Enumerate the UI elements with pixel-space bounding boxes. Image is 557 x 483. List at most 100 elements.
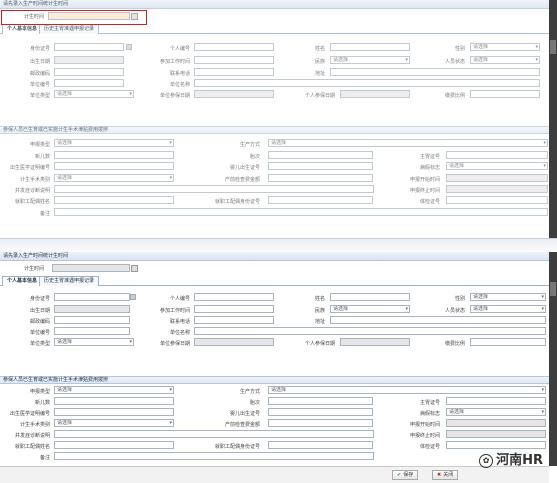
gender-select-2[interactable]: 请选择: [470, 293, 546, 301]
apply-type-select-2[interactable]: 请选择: [54, 386, 174, 394]
newborn-label: 新儿数: [34, 154, 50, 160]
birth-cert-label: 主胃证号: [419, 154, 440, 160]
id-input-2[interactable]: [54, 293, 130, 301]
facility-id-input[interactable]: [268, 196, 373, 204]
apply-start-input-2[interactable]: [446, 419, 546, 427]
facility-id-input-2[interactable]: [268, 441, 373, 449]
personal-pay-date-input-2[interactable]: [340, 338, 410, 346]
gender-select[interactable]: 请选择: [470, 43, 540, 51]
preg-form-input-2[interactable]: [268, 419, 373, 427]
complication-input-2[interactable]: [54, 430, 374, 438]
apply-end-input-2[interactable]: [446, 430, 546, 438]
preg-form-label-2: 产前检查费金额: [224, 422, 260, 428]
apply-start-label-2: 申报开始时间: [409, 422, 440, 428]
hospital-label-2: 出生医学证明编号: [9, 411, 50, 417]
unit-pay-date-input-2[interactable]: [194, 338, 274, 346]
unit-pay-date-input[interactable]: [194, 90, 274, 98]
delivery-select-2[interactable]: 请选择: [268, 386, 546, 394]
tab-basic-info[interactable]: 个人基本信息: [2, 24, 43, 34]
unit-no-input-2[interactable]: [54, 327, 130, 335]
phone-input-2[interactable]: [194, 316, 274, 324]
hospital-input-2[interactable]: [54, 408, 174, 416]
calendar-icon[interactable]: [131, 265, 138, 272]
close-button[interactable]: ✖ 关闭: [432, 470, 459, 480]
nation-select[interactable]: 请选择: [330, 56, 410, 64]
save-button[interactable]: ✔ 保存: [392, 470, 419, 480]
phone-input[interactable]: [194, 68, 274, 76]
plan-time-input[interactable]: [48, 12, 130, 20]
flag-select[interactable]: 请选择: [446, 162, 548, 170]
unit-type-select-2[interactable]: 请选择: [54, 338, 134, 346]
fetus-input[interactable]: [268, 151, 373, 159]
nation-select-2[interactable]: 请选择: [330, 305, 410, 313]
birth-input-2[interactable]: [54, 305, 130, 313]
surgery-type-select-2[interactable]: 请选择: [54, 419, 174, 427]
hospital-input[interactable]: [54, 162, 174, 170]
newborn-input-2[interactable]: [54, 397, 174, 405]
work-date-input[interactable]: [194, 56, 274, 64]
birth-label-2: 出生日期: [29, 308, 50, 314]
postcode-input[interactable]: [54, 68, 124, 76]
unit-no-label-2: 单位编号: [29, 330, 50, 336]
pay-ratio-input-2[interactable]: [470, 338, 546, 346]
apply-start-input[interactable]: [446, 174, 548, 182]
surgery-type-select[interactable]: 请选择: [54, 174, 174, 182]
unit-no-input[interactable]: [54, 79, 124, 87]
address-input[interactable]: [330, 68, 540, 76]
birth-cert-input-2[interactable]: [446, 397, 546, 405]
id-input[interactable]: [54, 43, 124, 51]
scrollbar-thumb[interactable]: [550, 282, 556, 296]
calendar-icon[interactable]: [131, 13, 138, 20]
delivery-select[interactable]: 请选择: [268, 139, 548, 147]
preg-form-label: 产前检查费金额: [224, 177, 260, 183]
baby-cert-input-2[interactable]: [268, 408, 373, 416]
name-input[interactable]: [330, 43, 410, 51]
plan-time-label-bottom: 计生时间: [23, 266, 44, 272]
tab-basic-info-bottom[interactable]: 个人基本信息: [2, 276, 43, 286]
scrollbar-thumb[interactable]: [550, 40, 556, 54]
personal-no-input-2[interactable]: [194, 293, 274, 301]
gender-label: 性别: [454, 46, 465, 52]
lookup-icon[interactable]: [130, 294, 136, 300]
flag-select-2[interactable]: 请选择: [446, 408, 546, 416]
facility-input[interactable]: [54, 196, 174, 204]
unit-pay-date-label: 单位参保日期: [159, 93, 190, 99]
person-status-select-2[interactable]: 请选择: [470, 305, 546, 313]
scrollbar-top[interactable]: [549, 0, 557, 238]
tab-history[interactable]: 历史主胃准遇申报记录: [39, 24, 100, 34]
person-status-select[interactable]: 请选择: [470, 56, 540, 64]
preg-form-input[interactable]: [268, 174, 373, 182]
unit-name-input-2[interactable]: [194, 327, 546, 335]
panel-title-bottom: 请先录入生产时间统计生时间: [0, 252, 549, 261]
facility-input-2[interactable]: [54, 441, 174, 449]
birth-cert-input[interactable]: [446, 151, 548, 159]
postcode-input-2[interactable]: [54, 316, 130, 324]
work-date-input-2[interactable]: [194, 305, 274, 313]
pay-ratio-input[interactable]: [470, 90, 540, 98]
personal-no-input[interactable]: [194, 43, 274, 51]
unit-name-input[interactable]: [194, 79, 540, 87]
surgery-type-label-2: 计生手术类别: [19, 422, 50, 428]
apply-end-input[interactable]: [446, 185, 548, 193]
scrollbar-bottom[interactable]: [549, 252, 557, 466]
remark-input[interactable]: [54, 208, 548, 216]
newborn-input[interactable]: [54, 151, 174, 159]
birth-input[interactable]: [54, 56, 124, 64]
body-cert-input[interactable]: [446, 196, 548, 204]
birth-label: 出生日期: [29, 59, 50, 65]
remark-input-2[interactable]: [54, 452, 374, 460]
unit-type-select[interactable]: 请选择: [54, 90, 134, 98]
plan-time-input-bottom[interactable]: [52, 264, 130, 272]
personal-pay-date-input[interactable]: [340, 90, 410, 98]
fetus-input-2[interactable]: [268, 397, 373, 405]
newborn-label-2: 新儿数: [34, 400, 50, 406]
name-input-2[interactable]: [330, 293, 410, 301]
baby-cert-input[interactable]: [268, 162, 373, 170]
address-input-2[interactable]: [330, 316, 546, 324]
apply-type-select[interactable]: 请选择: [54, 139, 174, 147]
tab-history-bottom[interactable]: 历史主胃准遇申报记录: [39, 276, 100, 286]
body-cert-input-2[interactable]: [446, 441, 546, 449]
complication-input[interactable]: [54, 185, 374, 193]
watermark-text: 河南HR: [496, 453, 543, 468]
lookup-icon[interactable]: [126, 44, 132, 50]
